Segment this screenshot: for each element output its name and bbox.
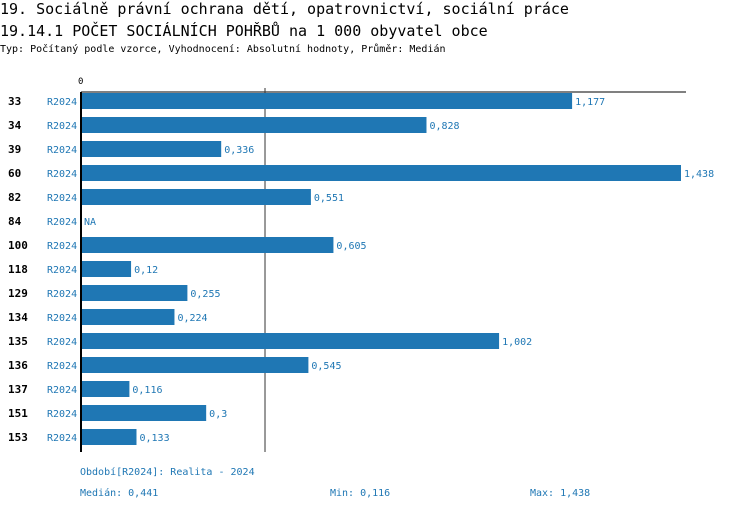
period-label: R2024 (47, 361, 77, 372)
value-label: 0,828 (429, 121, 459, 132)
value-label: 0,3 (209, 409, 227, 420)
value-label: 0,133 (139, 433, 169, 444)
category-label: 134 (8, 311, 28, 324)
category-label: 136 (8, 359, 28, 372)
period-label: R2024 (47, 217, 77, 228)
value-label: 0,545 (311, 361, 341, 372)
page-title: 19. Sociálně právní ochrana dětí, opatro… (0, 0, 569, 18)
value-label: 0,336 (224, 145, 254, 156)
period-label: R2024 (47, 169, 77, 180)
period-label: R2024 (47, 121, 77, 132)
value-label: 0,12 (134, 265, 158, 276)
value-label: 0,116 (132, 385, 162, 396)
period-note: Období[R2024]: Realita - 2024 (80, 467, 255, 478)
category-label: 33 (8, 95, 21, 108)
bar (81, 117, 427, 133)
value-label: 0,224 (177, 313, 207, 324)
category-label: 60 (8, 167, 21, 180)
period-label: R2024 (47, 265, 77, 276)
category-label: 100 (8, 239, 28, 252)
bar (81, 405, 207, 421)
bar (81, 165, 681, 181)
value-label: 1,002 (502, 337, 532, 348)
period-label: R2024 (47, 433, 77, 444)
category-label: 34 (8, 119, 22, 132)
min-stat: Min: 0,116 (330, 488, 391, 499)
category-label: 39 (8, 143, 21, 156)
bar (81, 429, 137, 445)
category-label: 129 (8, 287, 28, 300)
value-label: 1,177 (575, 97, 605, 108)
period-label: R2024 (47, 337, 77, 348)
category-label: 151 (8, 407, 28, 420)
type-line: Typ: Počítaný podle vzorce, Vyhodnocení:… (0, 44, 446, 55)
median-stat: Medián: 0,441 (80, 488, 159, 499)
category-label: 82 (8, 191, 21, 204)
period-label: R2024 (47, 97, 77, 108)
category-label: 84 (8, 215, 22, 228)
bar (81, 381, 130, 397)
period-label: R2024 (47, 289, 77, 300)
bar (81, 189, 311, 205)
bar (81, 237, 334, 253)
category-label: 153 (8, 431, 28, 444)
period-label: R2024 (47, 145, 77, 156)
x-tick-label: 0 (78, 77, 83, 87)
bar (81, 261, 132, 277)
period-label: R2024 (47, 313, 77, 324)
period-label: R2024 (47, 241, 77, 252)
category-label: 118 (8, 263, 28, 276)
value-label: NA (84, 217, 96, 228)
category-label: 137 (8, 383, 28, 396)
period-label: R2024 (47, 193, 77, 204)
indicator-title: 19.14.1 POČET SOCIÁLNÍCH POHŘBŮ na 1 000… (0, 22, 488, 40)
max-stat: Max: 1,438 (530, 488, 591, 499)
bar (81, 285, 188, 301)
category-label: 135 (8, 335, 28, 348)
bar (81, 333, 500, 349)
bar (81, 93, 573, 109)
value-label: 0,255 (190, 289, 220, 300)
bar (81, 309, 175, 325)
period-label: R2024 (47, 385, 77, 396)
value-label: 1,438 (684, 169, 714, 180)
value-label: 0,605 (336, 241, 366, 252)
period-label: R2024 (47, 409, 77, 420)
bar (81, 141, 222, 157)
bar (81, 357, 309, 373)
value-label: 0,551 (314, 193, 344, 204)
